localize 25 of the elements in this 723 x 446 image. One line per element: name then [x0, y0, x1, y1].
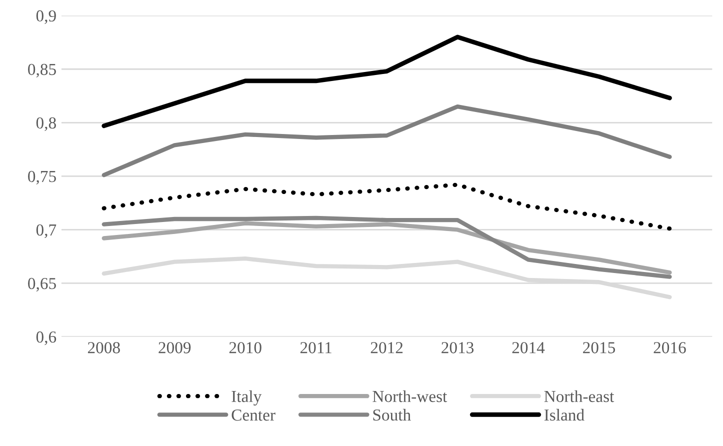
line-series	[102, 182, 672, 231]
legend-label: North-west	[372, 390, 448, 402]
y-tick-label: 0,6	[36, 331, 56, 346]
y-tick-label: 0,65	[28, 278, 56, 292]
x-tick-label: 2014	[512, 342, 545, 354]
x-tick-label: 2011	[300, 342, 332, 354]
line-series	[102, 104, 672, 178]
x-tick-label: 2008	[88, 342, 120, 354]
legend-label: Center	[232, 409, 276, 421]
y-tick-label: 0,75	[28, 170, 56, 185]
y-tick-label: 0,9	[36, 10, 56, 24]
y-tick-label: 0,85	[28, 64, 56, 78]
x-tick-label: 2012	[370, 342, 403, 354]
y-tick-label: 0,8	[36, 117, 56, 131]
x-tick-label: 2015	[583, 342, 616, 354]
x-tick-label: 2016	[654, 342, 686, 354]
legend-label: Island	[544, 408, 584, 421]
x-tick-label: 2010	[229, 342, 262, 354]
legend-label: South	[373, 408, 411, 421]
legend-label: Italy	[232, 390, 262, 406]
line-series	[102, 34, 672, 128]
x-tick-label: 2009	[158, 342, 191, 354]
x-tick-label: 2013	[442, 342, 474, 354]
y-tick-label: 0,7	[36, 224, 56, 238]
legend-label: North-east	[544, 390, 614, 402]
